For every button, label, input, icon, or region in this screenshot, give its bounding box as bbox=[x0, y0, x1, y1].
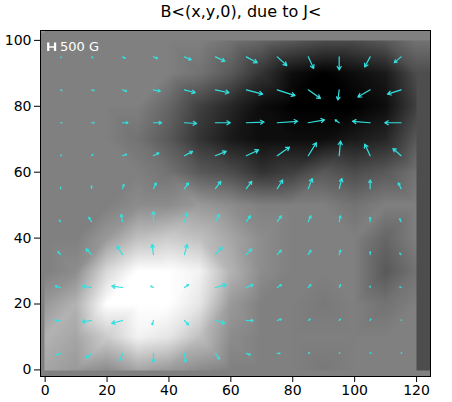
svg-text:0: 0 bbox=[41, 382, 50, 398]
svg-text:20: 20 bbox=[98, 382, 116, 398]
svg-text:60: 60 bbox=[222, 382, 240, 398]
svg-text:100: 100 bbox=[5, 32, 32, 48]
svg-text:60: 60 bbox=[14, 164, 32, 180]
svg-text:80: 80 bbox=[14, 98, 32, 114]
svg-text:40: 40 bbox=[160, 382, 178, 398]
svg-text:0: 0 bbox=[23, 361, 32, 377]
html-text:B<(x,y,0), due to J<: B<(x,y,0), due to J< bbox=[160, 2, 322, 21]
svg-text:500 G: 500 G bbox=[60, 39, 99, 54]
svg-text:100: 100 bbox=[341, 382, 368, 398]
svg-text:120: 120 bbox=[403, 382, 430, 398]
svg-text:40: 40 bbox=[14, 230, 32, 246]
svg-text:80: 80 bbox=[284, 382, 302, 398]
svg-text:20: 20 bbox=[14, 295, 32, 311]
